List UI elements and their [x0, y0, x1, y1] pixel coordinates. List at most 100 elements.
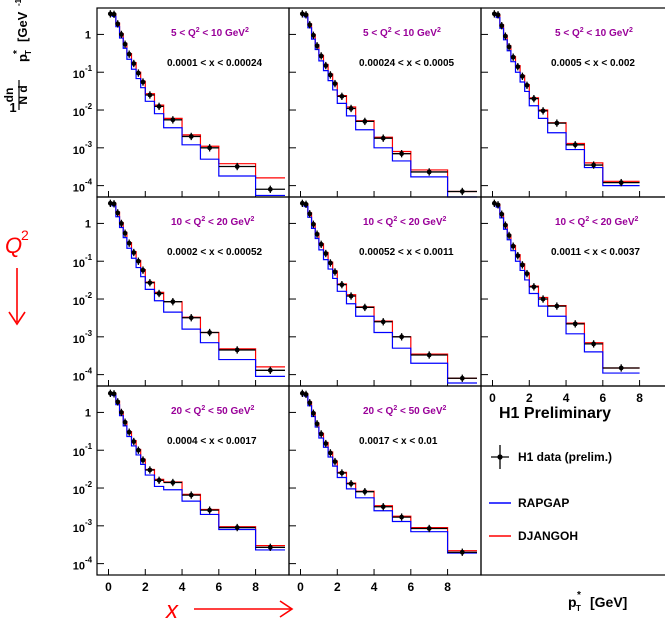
data-point — [499, 22, 505, 30]
x-tick-label: 0 — [297, 580, 304, 594]
x-tick-label: 4 — [179, 580, 186, 594]
data-point — [107, 199, 113, 207]
data-point — [519, 261, 525, 269]
data-point — [115, 20, 121, 28]
x-tick-label: 0 — [489, 391, 496, 405]
x-tick-label: 0 — [105, 580, 112, 594]
data-point — [303, 11, 309, 19]
legend-label: DJANGOH — [518, 529, 578, 543]
data-point — [307, 399, 313, 407]
panel-1: 110-110-210-310-45 < Q2 < 10 GeV20.0001 … — [73, 7, 290, 198]
data-point — [538, 295, 548, 303]
data-point — [126, 239, 132, 247]
y-label-frac-top: dn — [2, 88, 16, 103]
data-point — [218, 523, 256, 532]
data-point — [355, 488, 375, 496]
data-point — [111, 390, 117, 398]
data-point — [299, 389, 305, 397]
data-point — [218, 346, 256, 354]
data-point — [447, 548, 477, 556]
panel-9 — [480, 385, 665, 576]
data-point — [200, 506, 219, 514]
data-point — [314, 420, 320, 428]
panel-6: 0 2 4 6 8 10 < Q2 < 20 GeV2 0.0011 < x < 0.003… — [480, 196, 665, 405]
data-point — [410, 351, 448, 359]
djangoh-line — [300, 12, 477, 193]
legend-item-djangoh: DJANGOH — [489, 529, 578, 543]
y-tick-exponent: -4 — [85, 556, 93, 565]
legend-title: H1 Preliminary — [499, 405, 611, 422]
x-tick-label: 8 — [444, 580, 451, 594]
data-point — [327, 259, 333, 267]
y-tick-exponent: -3 — [85, 518, 93, 527]
data-point — [255, 543, 285, 551]
x-tick-label: 2 — [142, 580, 149, 594]
x-range-label: 0.00024 < x < 0.0005 — [359, 58, 455, 69]
panel-8: 0 2 4 6 8 20 < Q2 < 50 GeV2 0.0017 < x < 0.01 — [288, 385, 482, 594]
data-point — [218, 162, 256, 171]
data-point — [255, 185, 285, 193]
y-axis-label: 1 dn N d p T * [GeV -1 ] — [2, 0, 33, 115]
data-point — [491, 10, 497, 18]
data-point — [140, 456, 146, 464]
y-tick-exponent: -4 — [85, 178, 93, 187]
data-point — [566, 141, 585, 149]
data-point — [337, 469, 347, 477]
data-point — [126, 428, 132, 436]
data-point — [307, 21, 313, 29]
data-point — [447, 374, 477, 382]
x-tick-label: 8 — [636, 391, 643, 405]
y-tick-label: 1 — [85, 407, 91, 419]
y-tick-label: 10 — [73, 447, 85, 459]
data-point — [118, 408, 124, 417]
data-point — [126, 50, 132, 58]
data-point — [135, 69, 141, 77]
data-point — [515, 63, 521, 71]
data-point — [314, 42, 320, 50]
data-point — [499, 210, 505, 218]
data-point — [346, 292, 356, 300]
data-point — [135, 257, 141, 265]
legend-item-data: H1 data (prelim.) — [491, 445, 612, 469]
data-point — [182, 491, 201, 499]
y-tick-label: 10 — [73, 296, 85, 308]
data-point — [310, 220, 316, 228]
data-point — [506, 43, 512, 51]
rapgap-line — [108, 393, 285, 551]
data-point — [346, 104, 356, 113]
data-point — [392, 513, 411, 521]
y-tick-label: 1 — [85, 218, 91, 230]
data-point — [337, 280, 347, 289]
x-label-sup: * — [577, 590, 581, 601]
y-tick-exponent: -3 — [85, 140, 93, 149]
y-tick-label: 10 — [73, 523, 85, 535]
data-point — [107, 389, 113, 397]
data-point — [547, 302, 567, 310]
panel-5: 10 < Q2 < 20 GeV2 0.00052 < x < 0.0011 — [288, 196, 482, 387]
data-point — [154, 476, 164, 484]
x-range-label: 0.00052 < x < 0.0011 — [359, 247, 454, 258]
data-point — [374, 318, 393, 326]
y-label-frac-bottom: N d — [16, 85, 30, 104]
y-tick-exponent: -1 — [85, 442, 93, 451]
data-point — [140, 266, 146, 274]
x-tick-label: 2 — [526, 391, 533, 405]
q2-annotation: Q 2 — [5, 227, 29, 326]
q2-range-label: 5 < Q2 < 10 GeV2 — [555, 27, 633, 39]
data-point — [332, 457, 338, 466]
data-point — [131, 248, 137, 257]
data-point — [303, 390, 309, 399]
data-point — [337, 92, 347, 101]
data-point — [299, 199, 305, 207]
data-point — [145, 91, 155, 99]
y-label-prefix: 1 — [9, 100, 16, 115]
data-point — [107, 10, 113, 18]
data-point — [524, 269, 530, 278]
data-point — [346, 480, 356, 488]
data-point — [506, 231, 512, 240]
data-point — [323, 249, 329, 258]
y-tick-exponent: -3 — [85, 329, 93, 338]
y-tick-exponent: -1 — [85, 253, 93, 262]
data-point — [163, 298, 183, 306]
